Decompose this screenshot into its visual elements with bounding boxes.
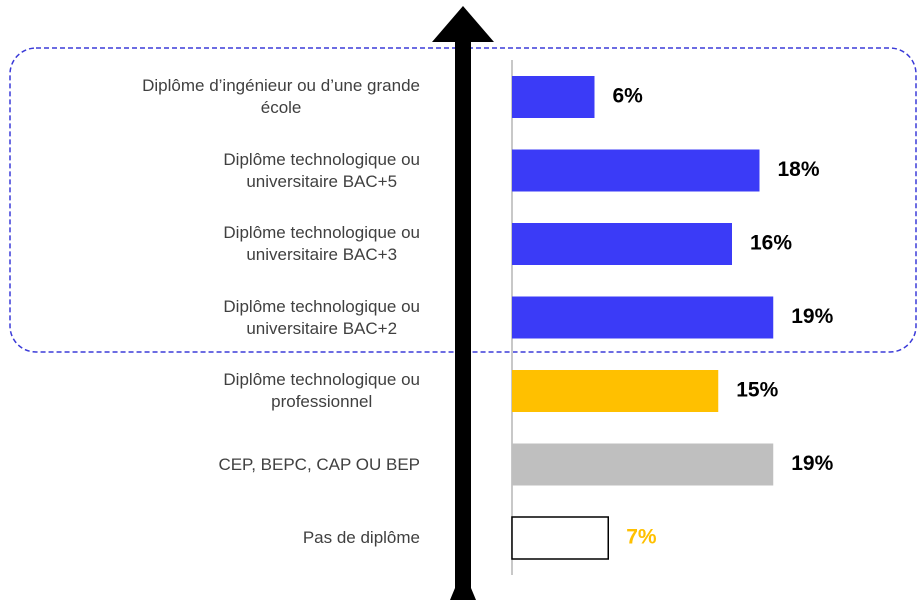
value-label: 15% [736, 379, 778, 402]
value-label: 19% [791, 305, 833, 328]
category-label: Diplôme technologique ou professionnel [223, 370, 420, 411]
arrow-head [432, 6, 494, 42]
arrow-tail [450, 588, 476, 600]
bar [512, 370, 719, 412]
category-label: Diplôme technologique ou universitaire B… [223, 223, 420, 264]
value-label: 6% [613, 85, 644, 108]
bar [512, 76, 595, 118]
arrow-shaft [455, 40, 471, 600]
value-label: 18% [778, 158, 820, 181]
category-label: Diplôme d’ingénieur ou d’une grande écol… [142, 76, 420, 117]
bar [512, 149, 760, 192]
value-label: 7% [626, 526, 657, 549]
bar [512, 443, 774, 486]
bar [511, 516, 609, 560]
category-label: Diplôme technologique ou universitaire B… [223, 149, 420, 191]
category-label: Diplôme technologique ou universitaire B… [223, 296, 420, 338]
bar [512, 223, 732, 265]
value-label: 16% [750, 232, 792, 255]
category-label: Pas de diplôme [302, 528, 420, 547]
value-label: 19% [791, 452, 833, 475]
bar [512, 296, 774, 339]
category-label: CEP, BEPC, CAP OU BEP [218, 454, 420, 474]
